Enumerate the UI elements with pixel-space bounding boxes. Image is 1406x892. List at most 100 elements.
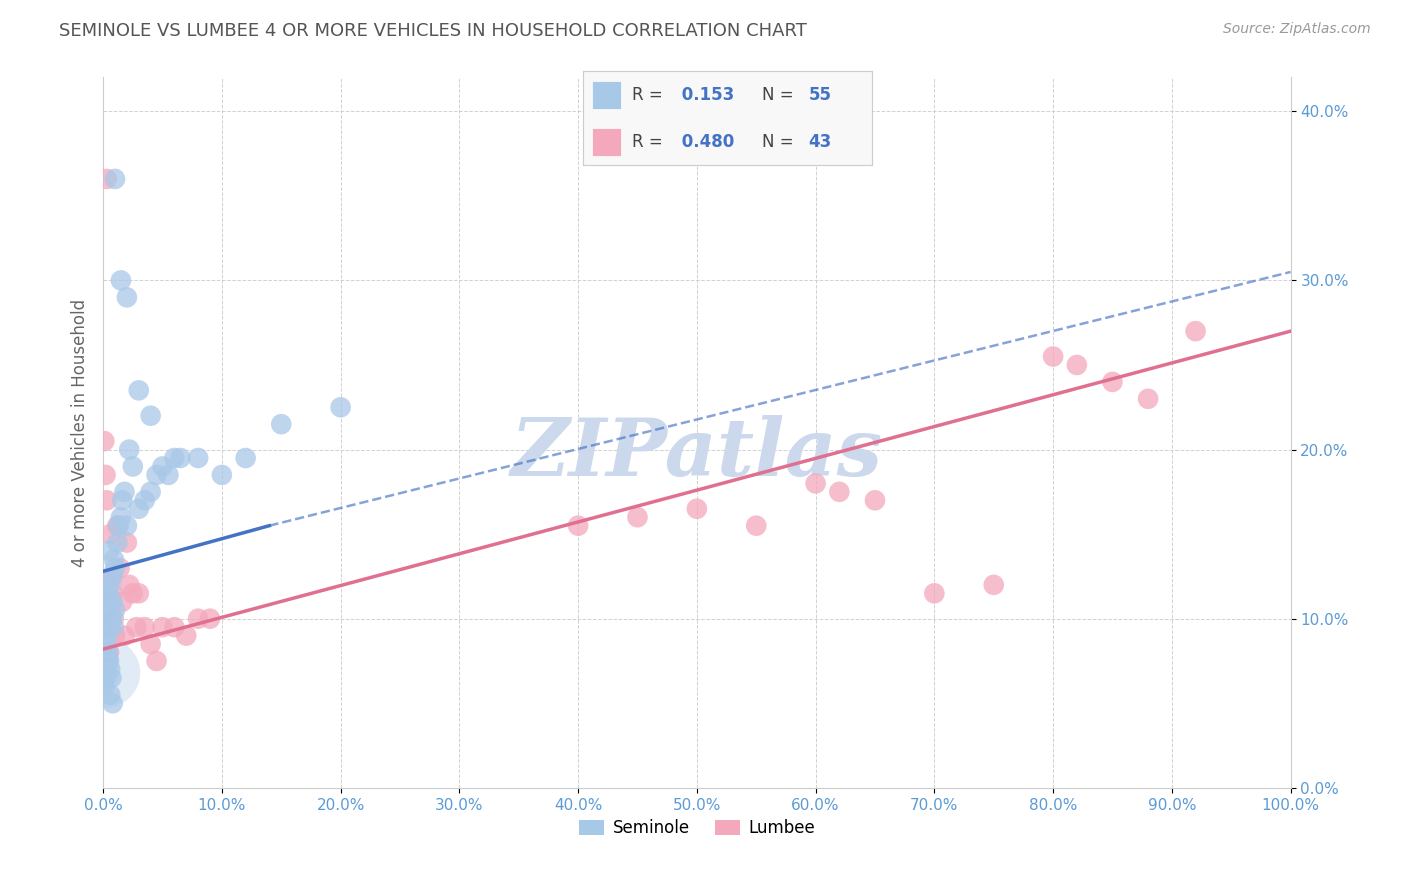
Point: [329, 401, 352, 415]
Point: [104, 629, 127, 643]
Point: [104, 561, 127, 575]
Point: [118, 578, 141, 592]
Text: ZIPatlas: ZIPatlas: [510, 415, 883, 492]
Point: [98, 595, 121, 609]
Text: R =: R =: [633, 86, 668, 103]
Point: [125, 620, 148, 634]
Text: 0.480: 0.480: [676, 133, 734, 151]
Point: [93, 586, 115, 600]
Point: [145, 467, 167, 482]
Point: [983, 578, 1005, 592]
Point: [100, 612, 122, 626]
Point: [100, 569, 122, 583]
Text: R =: R =: [633, 133, 668, 151]
Point: [211, 467, 233, 482]
Point: [198, 612, 221, 626]
Point: [94, 603, 117, 617]
Point: [97, 586, 120, 600]
Point: [1184, 324, 1206, 338]
Point: [98, 578, 121, 592]
Point: [118, 442, 141, 457]
Point: [139, 484, 162, 499]
Point: [187, 450, 209, 465]
Point: [174, 629, 197, 643]
Point: [104, 603, 127, 617]
Text: N =: N =: [762, 133, 799, 151]
Point: [98, 654, 121, 668]
Point: [108, 561, 131, 575]
Point: [98, 646, 121, 660]
Point: [115, 535, 138, 549]
Point: [98, 544, 121, 558]
Point: [96, 172, 118, 186]
Point: [139, 409, 162, 423]
Point: [121, 586, 143, 600]
Point: [626, 510, 648, 524]
Point: [828, 484, 851, 499]
Point: [111, 595, 134, 609]
Point: [128, 384, 150, 398]
Point: [96, 493, 118, 508]
Point: [567, 518, 589, 533]
Point: [101, 696, 124, 710]
Point: [105, 535, 128, 549]
Point: [1066, 358, 1088, 372]
Point: [96, 637, 118, 651]
Point: [96, 629, 118, 643]
Point: [115, 290, 138, 304]
Point: [121, 459, 143, 474]
Point: [235, 450, 257, 465]
Point: [128, 586, 150, 600]
Point: [163, 620, 186, 634]
Point: [1137, 392, 1160, 406]
Legend: Seminole, Lumbee: Seminole, Lumbee: [572, 812, 821, 844]
Point: [157, 467, 180, 482]
Point: [169, 450, 191, 465]
Point: [804, 476, 827, 491]
Point: [270, 417, 292, 432]
Point: [1042, 350, 1064, 364]
Point: [101, 569, 124, 583]
Point: [134, 620, 156, 634]
Point: [97, 654, 120, 668]
Point: [100, 612, 122, 626]
Point: [115, 518, 138, 533]
Text: 43: 43: [808, 133, 831, 151]
Point: [863, 493, 886, 508]
Point: [98, 527, 121, 541]
Point: [1101, 375, 1123, 389]
Bar: [592, 81, 621, 109]
Point: [105, 518, 128, 533]
Point: [145, 654, 167, 668]
Point: [114, 629, 136, 643]
Point: [134, 493, 156, 508]
Point: [93, 434, 115, 449]
Point: [104, 172, 127, 186]
Point: [101, 595, 124, 609]
Point: [686, 501, 709, 516]
Point: [152, 620, 174, 634]
Point: [103, 552, 125, 566]
Point: [94, 467, 117, 482]
Point: [187, 612, 209, 626]
Point: [98, 662, 121, 676]
Point: [152, 459, 174, 474]
Point: [924, 586, 946, 600]
Point: [97, 646, 120, 660]
Point: [97, 578, 120, 592]
Text: N =: N =: [762, 86, 799, 103]
Point: [93, 679, 115, 693]
Point: [745, 518, 768, 533]
Point: [94, 665, 117, 680]
Point: [128, 501, 150, 516]
Text: Source: ZipAtlas.com: Source: ZipAtlas.com: [1223, 22, 1371, 37]
Point: [98, 688, 121, 702]
Point: [139, 637, 162, 651]
Point: [98, 620, 121, 634]
Point: [94, 620, 117, 634]
Bar: [592, 128, 621, 156]
Point: [107, 518, 129, 533]
Point: [111, 493, 134, 508]
Point: [101, 586, 124, 600]
Point: [100, 671, 122, 685]
